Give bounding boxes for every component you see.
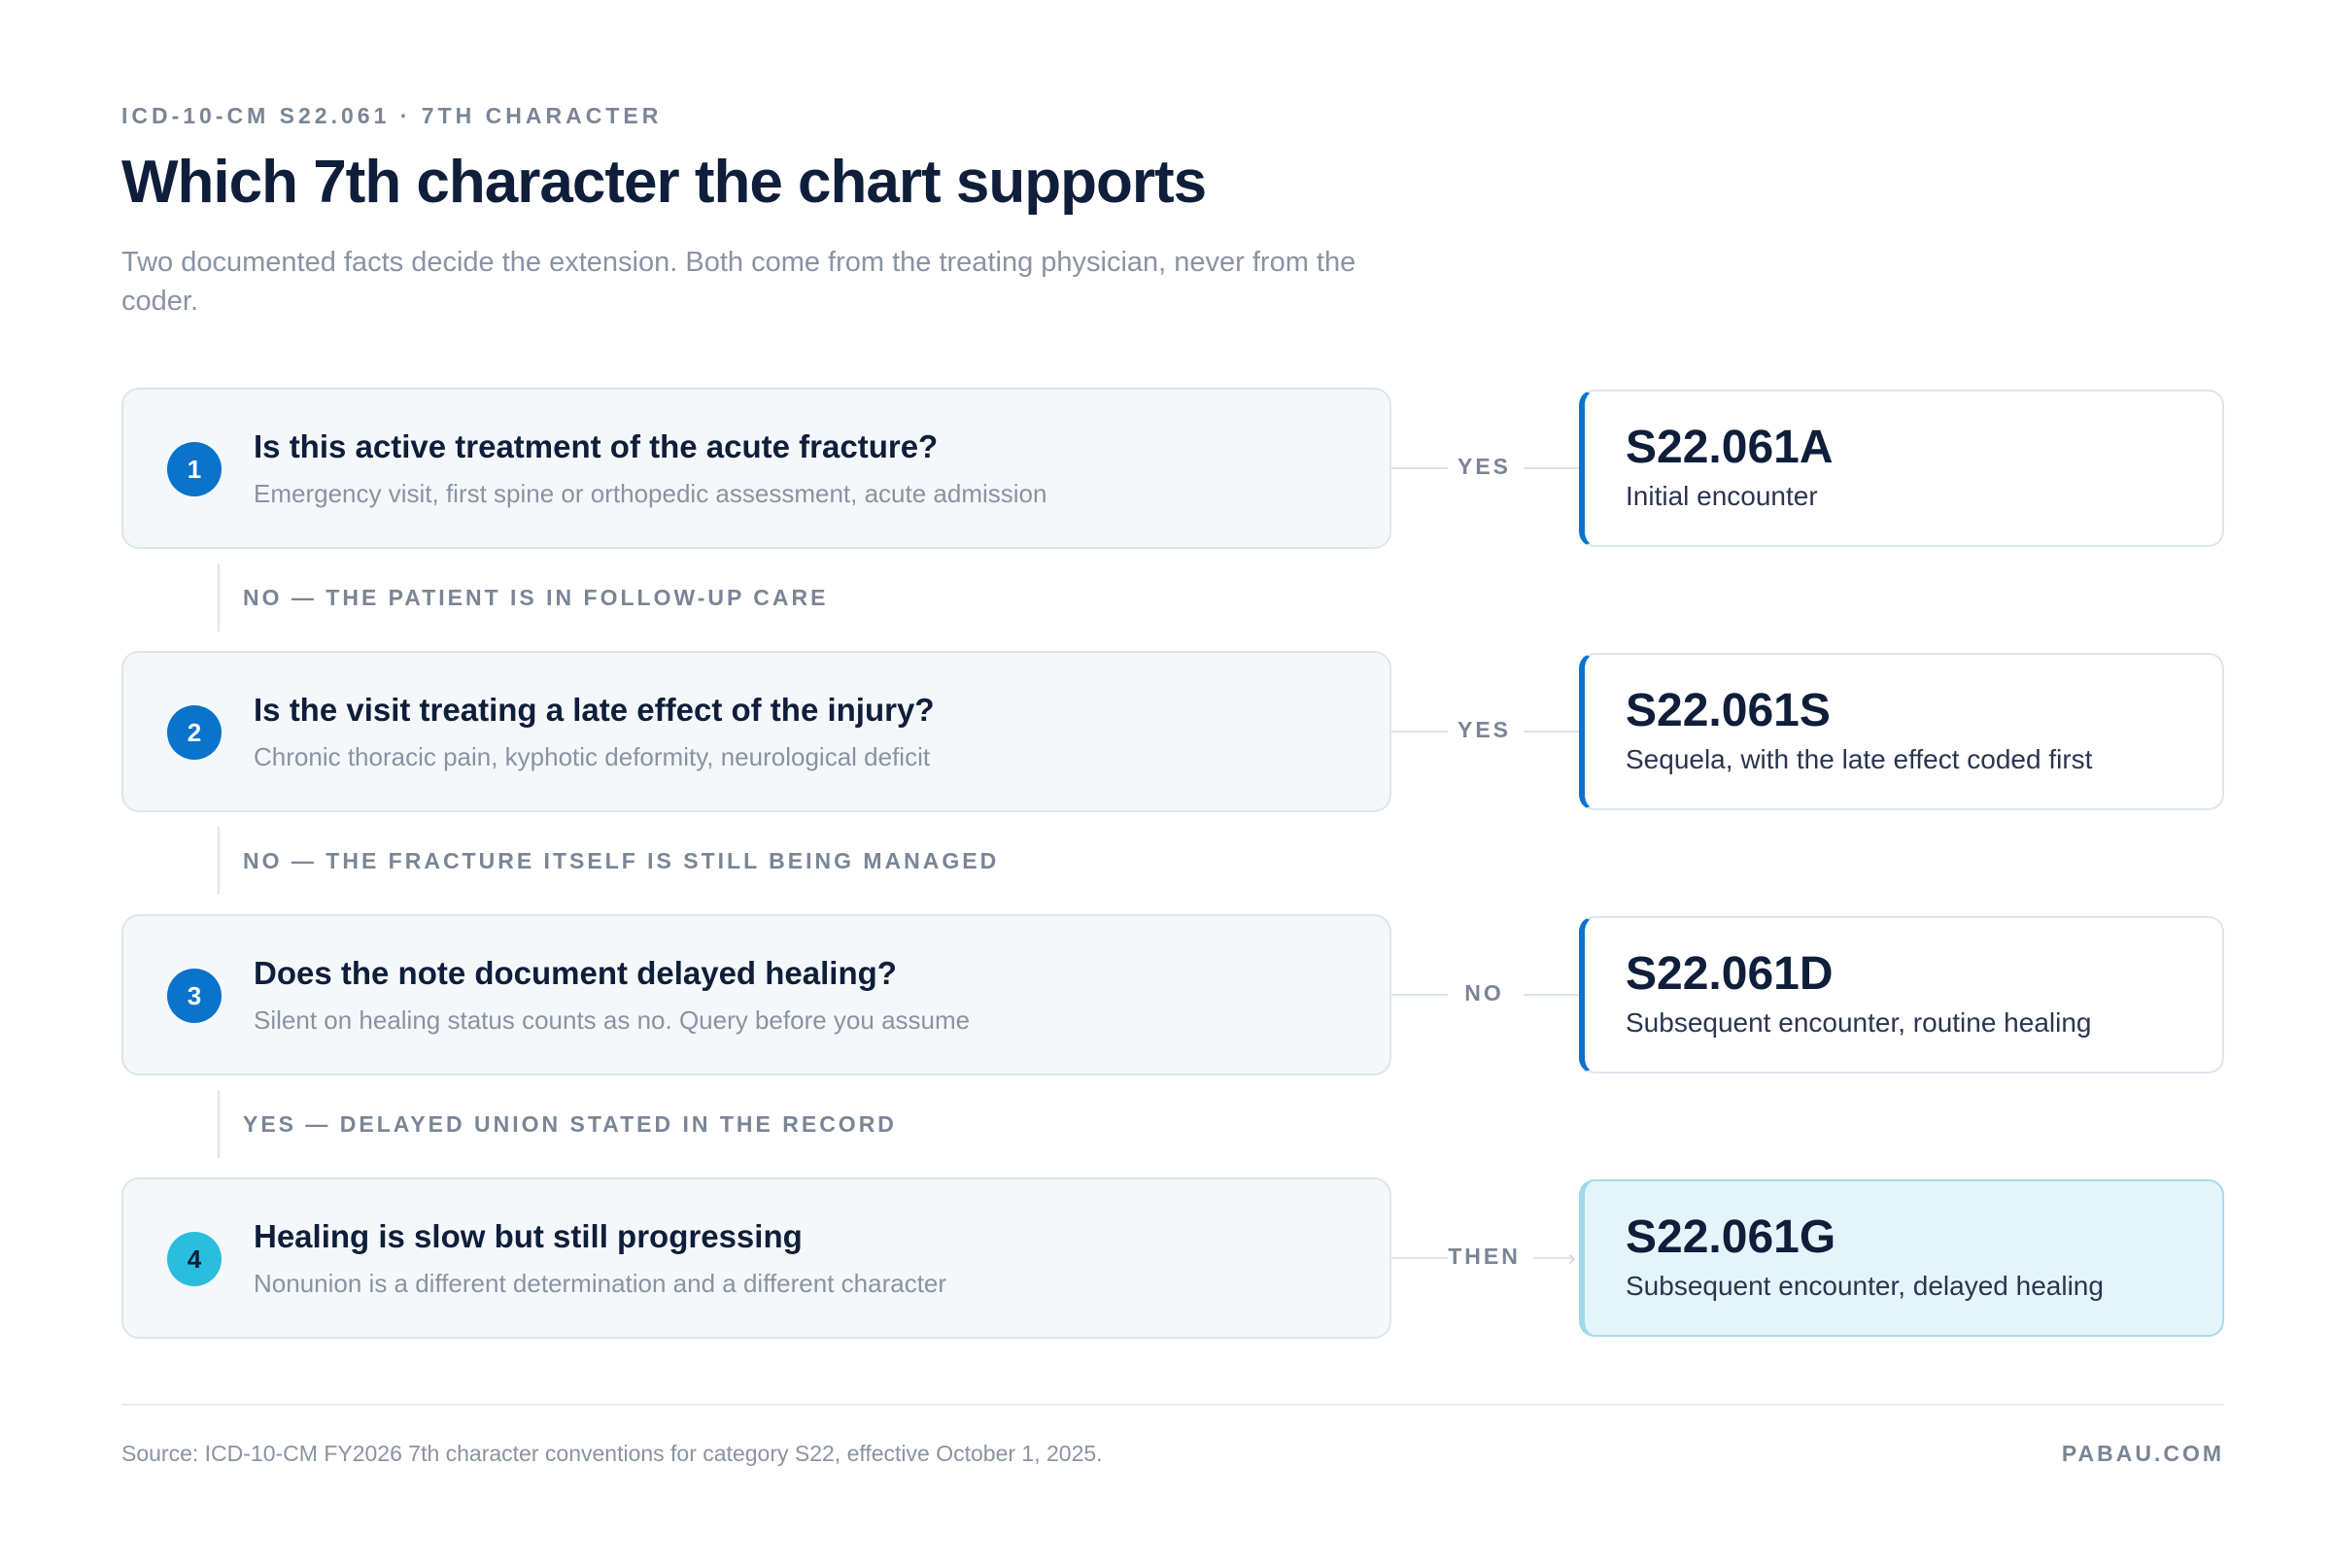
step-row-3: 3 Does the note document delayed healing… — [0, 914, 2332, 1075]
result-code: S22.061D — [1626, 948, 1834, 1000]
result-description: Sequela, with the late effect coded firs… — [1626, 744, 2093, 774]
question-title: Is this active treatment of the acute fr… — [254, 428, 939, 464]
result-description: Subsequent encounter, routine healing — [1626, 1007, 2092, 1038]
connector-line-right — [1533, 1257, 1572, 1259]
branch-label: NO — THE PATIENT IS IN FOLLOW-UP CARE — [243, 585, 829, 610]
connector-line-left — [1391, 994, 1448, 996]
branch-line — [218, 1090, 220, 1158]
result-card-1: S22.061A Initial encounter — [1579, 390, 2224, 547]
connector-line-right — [1524, 467, 1579, 469]
result-code: S22.061S — [1626, 685, 1831, 736]
question-detail: Silent on healing status counts as no. Q… — [254, 1006, 971, 1035]
result-code: S22.061A — [1626, 422, 1834, 473]
connector-line-right — [1524, 731, 1579, 733]
question-card-2: 2 Is the visit treating a late effect of… — [121, 651, 1391, 812]
question-title: Healing is slow but still progressing — [254, 1218, 803, 1254]
connector-label: THEN — [1448, 1244, 1521, 1269]
branch-label: NO — THE FRACTURE ITSELF IS STILL BEING … — [243, 848, 1000, 873]
branch-line — [218, 563, 220, 631]
connector-line-left — [1391, 1257, 1448, 1259]
question-card-4: 4 Healing is slow but still progressing … — [121, 1177, 1391, 1339]
step-row-2: 2 Is the visit treating a late effect of… — [0, 651, 2332, 812]
connector-label: NO — [1464, 980, 1504, 1006]
connector-label: YES — [1457, 454, 1512, 479]
step-number-badge: 2 — [167, 705, 222, 760]
brand-label: PABAU.COM — [2061, 1441, 2224, 1466]
source-note: Source: ICD-10-CM FY2026 7th character c… — [121, 1441, 1103, 1466]
connector-line-left — [1391, 467, 1448, 469]
arrow-right-icon: › — [1568, 1245, 1576, 1270]
question-detail: Nonunion is a different determination an… — [254, 1269, 947, 1298]
question-card-1: 1 Is this active treatment of the acute … — [121, 388, 1391, 549]
connector-line-left — [1391, 731, 1448, 733]
step-number-badge: 1 — [167, 442, 222, 496]
question-title: Does the note document delayed healing? — [254, 955, 897, 991]
result-description: Initial encounter — [1626, 481, 1818, 511]
eyebrow-label: ICD-10-CM S22.061 · 7TH CHARACTER — [121, 103, 663, 128]
step-number-badge: 3 — [167, 969, 222, 1023]
step-number-badge: 4 — [167, 1232, 222, 1286]
step-row-4: 4 Healing is slow but still progressing … — [0, 1177, 2332, 1339]
question-detail: Emergency visit, first spine or orthoped… — [254, 479, 1047, 508]
branch-2: NO — THE FRACTURE ITSELF IS STILL BEING … — [0, 827, 2332, 895]
branch-line — [218, 827, 220, 895]
branch-3: YES — DELAYED UNION STATED IN THE RECORD — [0, 1090, 2332, 1158]
result-code: S22.061G — [1626, 1211, 1836, 1263]
question-detail: Chronic thoracic pain, kyphotic deformit… — [254, 742, 931, 771]
branch-label: YES — DELAYED UNION STATED IN THE RECORD — [243, 1111, 897, 1137]
result-card-3: S22.061D Subsequent encounter, routine h… — [1579, 916, 2224, 1074]
question-title: Is the visit treating a late effect of t… — [254, 692, 935, 728]
connector-line-right — [1524, 994, 1579, 996]
question-card-3: 3 Does the note document delayed healing… — [121, 914, 1391, 1075]
result-description: Subsequent encounter, delayed healing — [1626, 1271, 2104, 1301]
step-row-1: 1 Is this active treatment of the acute … — [0, 388, 2332, 549]
result-card-2: S22.061S Sequela, with the late effect c… — [1579, 653, 2224, 810]
page-title: Which 7th character the chart supports — [121, 149, 1207, 216]
footer-divider — [121, 1404, 2224, 1406]
branch-1: NO — THE PATIENT IS IN FOLLOW-UP CARE — [0, 563, 2332, 631]
result-card-4: S22.061G Subsequent encounter, delayed h… — [1579, 1179, 2224, 1337]
page-subtitle: Two documented facts decide the extensio… — [121, 247, 1356, 317]
connector-label: YES — [1457, 717, 1512, 742]
